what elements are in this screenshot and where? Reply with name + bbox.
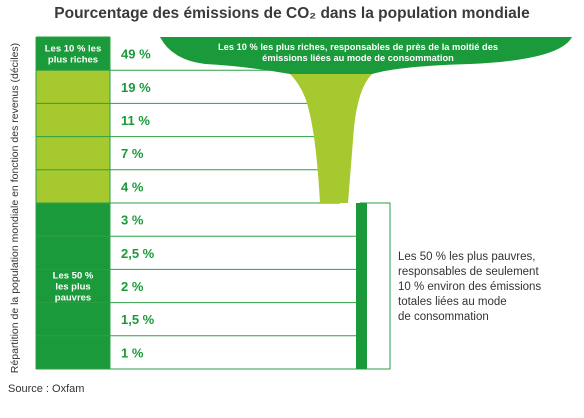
chart-title: Pourcentage des émissions de CO₂ dans la… [54,5,530,22]
note-line: 10 % environ des émissions [398,281,542,293]
richest-group-label: plus riches [48,55,98,66]
note-line: de consommation [398,311,489,323]
decile-value-label: 49 % [121,47,151,62]
note-line: Les 50 % les plus pauvres, [398,251,536,263]
poorest-box-border [360,202,391,370]
decile-value-label: 2 % [121,279,144,294]
poorest-group-label: pauvres [55,293,91,304]
richest-banner-text: Les 10 % les plus riches, responsables d… [218,42,498,52]
poorest-label-cell [36,203,110,369]
decile-value-label: 11 % [121,113,150,128]
note-line: totales liées au mode [398,296,507,308]
poorest-stem [356,203,367,369]
poorest-group-label: Les 50 % [53,271,94,282]
source-note: Source : Oxfam [8,383,85,395]
decile-value-label: 1,5 % [121,312,155,327]
poorest-group-label: les plus [55,282,90,293]
richest-label-cell [36,37,110,71]
poorest-note: Les 50 % les plus pauvres, responsables … [398,250,578,325]
richest-banner-text: émissions liées au mode de consommation [262,53,454,63]
decile-value-label: 1 % [121,345,144,360]
decile-value-label: 19 % [121,80,151,95]
decile-value-label: 3 % [121,213,144,228]
decile-value-label: 2,5 % [121,246,155,261]
richest-group-label: Les 10 % les [45,44,102,55]
decile-value-label: 7 % [121,146,144,161]
note-line: responsables de seulement [398,266,539,278]
richest-banner [160,37,572,74]
decile-value-label: 4 % [121,179,144,194]
emission-funnel [290,74,372,203]
